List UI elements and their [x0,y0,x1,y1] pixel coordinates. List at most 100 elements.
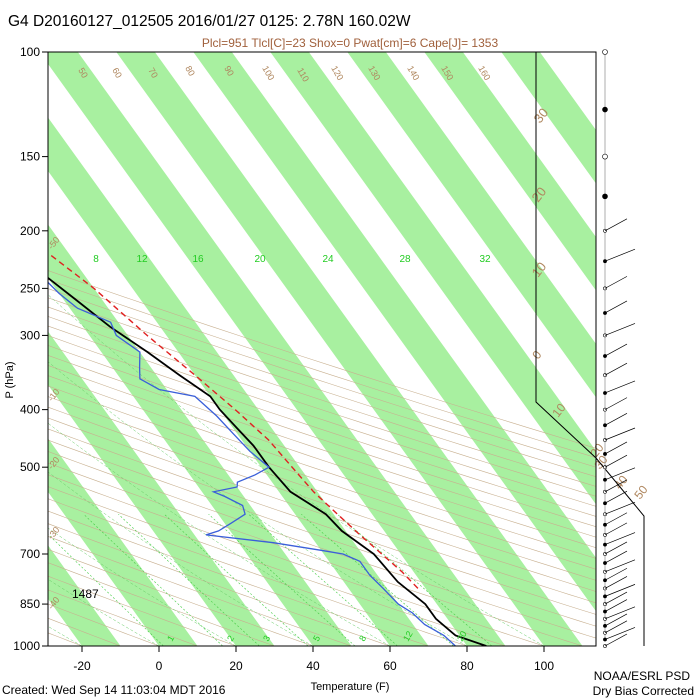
wind-barb [604,300,628,314]
dry-adiabat-label: 140 [405,64,421,82]
wind-barb [604,248,636,262]
temperature-band [48,438,198,646]
mixing-ratio-label: 28 [399,254,411,265]
wind-level-marker [603,552,607,556]
x-tick-label: 100 [534,659,554,673]
temperature-band [193,52,596,612]
dry-adiabat-line [48,385,596,570]
wind-level-marker [603,532,607,537]
wind-barb [604,427,636,441]
moist-adiabat-line [48,361,468,646]
wind-barb [604,218,628,232]
mixing-ratio-line [48,533,164,646]
wind-barb [604,380,636,394]
dry-adiabat-line [48,523,391,646]
dry-adiabat-line [48,355,596,538]
dry-adiabat-line [48,451,596,639]
dry-adiabat-line [48,406,596,592]
wind-barb [604,576,628,589]
wind-barb [604,512,628,526]
temperature-band [424,52,596,291]
mixing-ratio-label: 8 [93,254,99,265]
dry-adiabat-line [48,536,353,646]
wind-profile-panel [535,49,645,648]
x-axis-label: Temperature (F) [311,681,390,693]
dry-adiabat-line [48,365,596,549]
wind-barb [604,606,636,620]
y-tick-label: 250 [20,281,40,295]
mixing-ratio-bottom-label: 1 [165,634,176,643]
level-label: 1487 [72,587,99,601]
wind-barb [604,362,628,376]
mixing-ratio-line [208,513,356,646]
mixing-ratio-line [164,513,309,646]
wind-barb [604,627,636,640]
wind-barb [604,490,628,504]
mixing-ratio-label: 32 [479,254,491,265]
wind-level-marker [603,522,607,527]
dry-adiabat-line [48,589,199,646]
wind-barb [604,584,636,597]
y-tick-label: 700 [20,547,40,561]
mixing-ratio-line [337,513,493,646]
temperature-band [48,545,121,646]
dry-adiabat-label: 70 [146,66,160,80]
moist-adiabat-line [48,422,391,646]
footer-note: Dry Bias Corrected [593,684,694,698]
mixing-ratio-bottom-label: 8 [357,634,368,643]
mixing-ratio-line [301,513,454,646]
wind-barb [604,620,628,634]
temperature-curve [48,276,487,646]
y-tick-label: 300 [20,328,40,342]
temperature-band [48,224,352,646]
moist-adiabats [48,294,545,646]
wind-barb [604,467,636,481]
mixing-ratio-bottom-label: 3 [261,634,272,643]
y-tick-label: 150 [20,150,40,164]
parcel-curve [48,252,419,589]
dry-adiabat-line [48,498,468,646]
chart-title: G4 D20160127_012505 2016/01/27 0125: 2.7… [8,13,411,30]
x-tick-label: 20 [229,659,243,673]
mixing-ratio-bottom-label: 12 [401,629,415,643]
plot-frame [47,51,597,647]
wind-barb [604,599,628,612]
x-tick-label: 60 [383,659,397,673]
moist-adiabat-line [48,471,314,646]
dry-adiabat-line [48,428,596,615]
y-tick-label: 500 [20,460,40,474]
y-tick-label: 1000 [13,639,40,653]
wind-barb [604,412,628,426]
mixing-ratio-bottom-label: 5 [311,634,322,643]
wind-barb [604,550,628,564]
wind-barb [604,541,628,555]
mixing-ratio-bottom-label: 20 [455,629,469,643]
x-tick-label: 80 [460,659,474,673]
dry-adiabat-line [48,462,584,646]
dry-adiabats [0,52,596,659]
sounding-curves [48,252,487,646]
wind-panel-outline [535,52,645,646]
dry-adiabat-line [0,52,37,659]
wind-barb [604,397,628,410]
y-axis-label: P (hPa) [4,361,16,398]
moist-adiabat-line [48,294,545,646]
temperature-band [48,52,506,646]
y-tick-label: 850 [20,597,40,611]
mixing-ratio-line [83,513,223,646]
wind-barb [604,633,628,647]
dry-adiabat-line [48,603,160,646]
temperature-band [501,52,596,184]
x-tick-label: 0 [156,659,163,673]
dry-adiabat-line [48,335,596,517]
dry-adiabat-line [48,375,596,559]
wind-barb [604,323,636,336]
mixing-ratio-label: 24 [322,254,334,265]
dry-adiabat-label: 120 [329,64,345,82]
dry-adiabat-line [48,439,596,627]
wind-level-marker [602,153,608,160]
mixing-ratio-lines [48,513,493,646]
dry-adiabat-label: 60 [110,66,124,80]
wind-barb [604,276,628,289]
dry-adiabat-label: 50 [76,66,90,80]
